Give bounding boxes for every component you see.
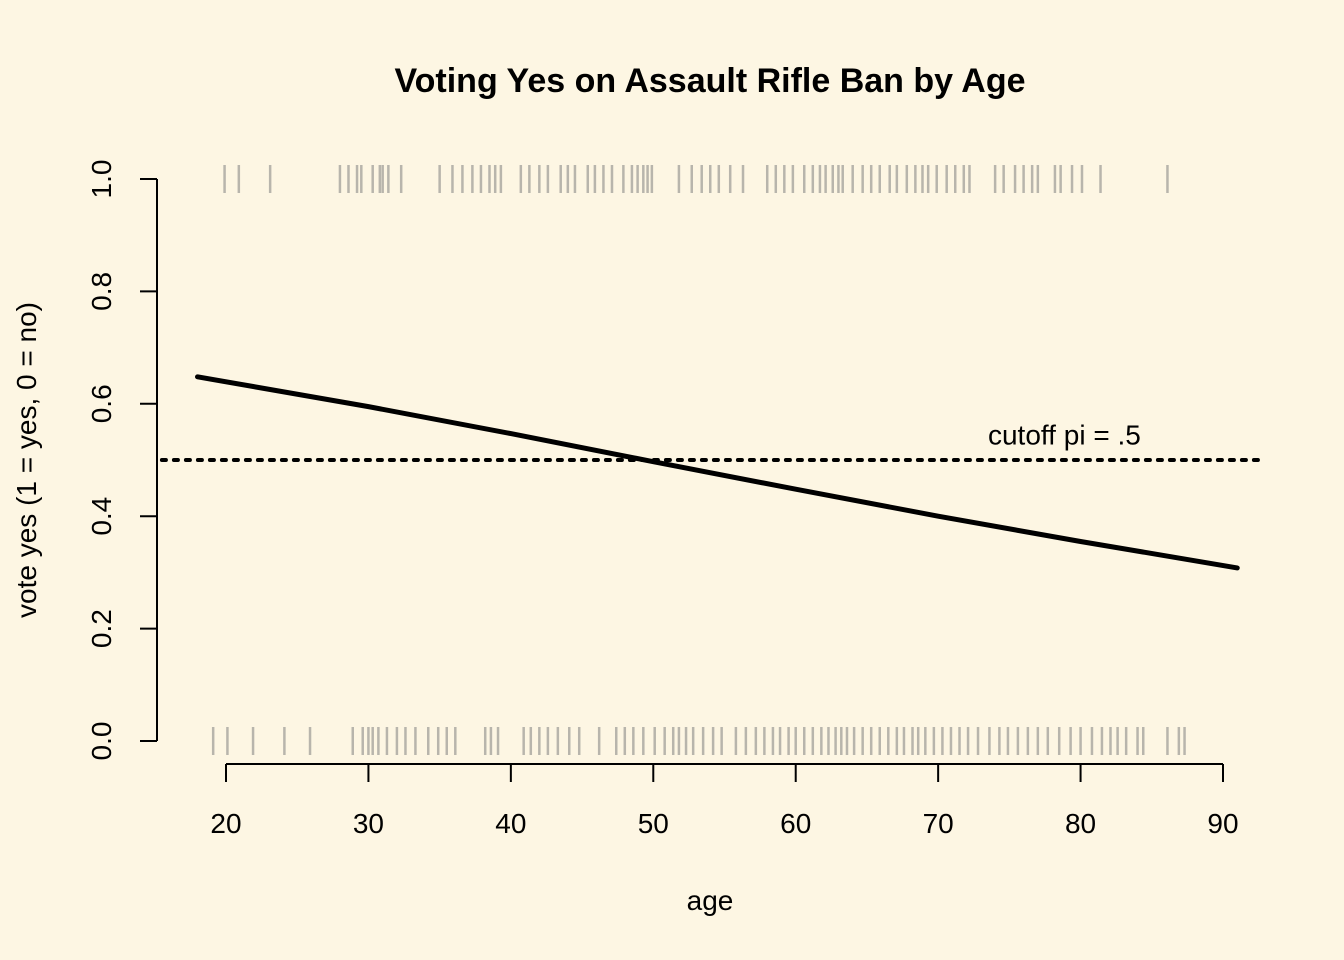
cutoff-annotation: cutoff pi = .5 [988, 420, 1141, 451]
y-tick-label: 0.6 [86, 384, 117, 423]
x-tick-label: 40 [495, 808, 526, 839]
x-tick-label: 50 [638, 808, 669, 839]
y-axis-ticks: 0.0 0.2 0.4 0.6 0.8 1.0 [86, 160, 157, 761]
chart-title: Voting Yes on Assault Rifle Ban by Age [394, 62, 1025, 100]
x-tick-label: 20 [210, 808, 241, 839]
x-tick-label: 80 [1065, 808, 1096, 839]
y-tick-label: 0.4 [86, 497, 117, 536]
y-tick-label: 0.0 [86, 722, 117, 761]
rug-no-group [211, 727, 1186, 755]
x-axis-ticks: 20 30 40 50 60 70 80 90 [210, 764, 1239, 839]
fitted-probability-line [195, 374, 1240, 571]
y-tick-label: 1.0 [86, 160, 117, 199]
x-tick-label: 90 [1207, 808, 1238, 839]
x-tick-label: 60 [780, 808, 811, 839]
y-axis-label: vote yes (1 = yes, 0 = no) [11, 302, 42, 618]
x-tick-label: 30 [353, 808, 384, 839]
y-tick-label: 0.2 [86, 609, 117, 648]
rug-yes-group [223, 165, 1169, 193]
y-tick-label: 0.8 [86, 272, 117, 311]
x-tick-label: 70 [923, 808, 954, 839]
x-axis-label: age [687, 885, 734, 916]
